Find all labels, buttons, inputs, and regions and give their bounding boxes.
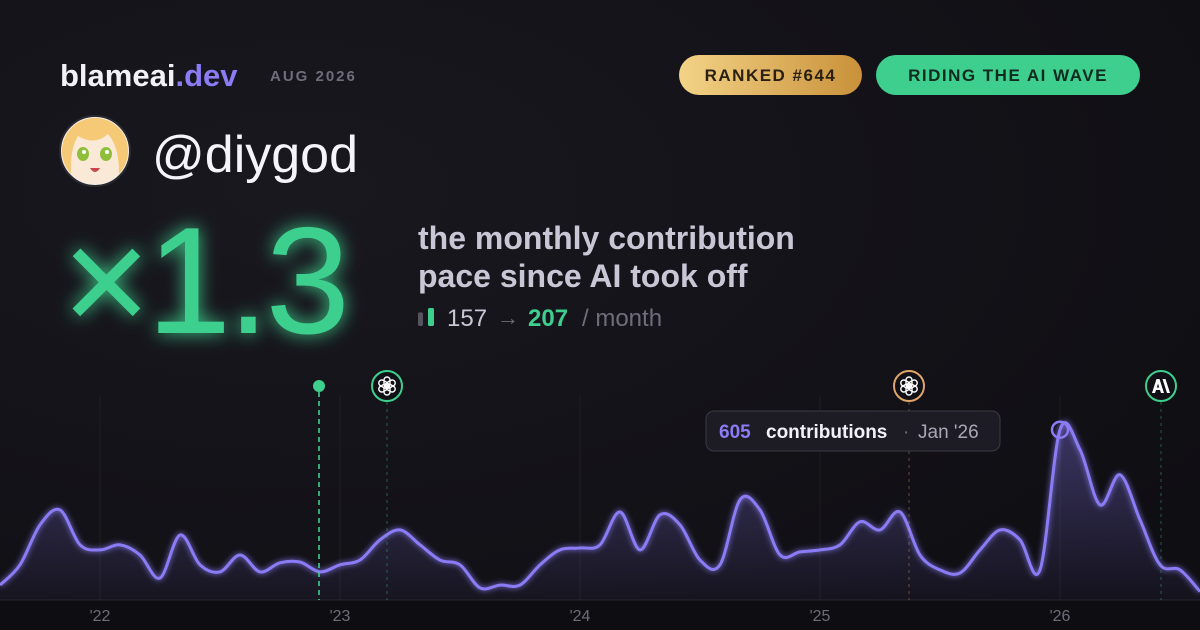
tooltip-separator: · bbox=[903, 422, 909, 443]
x-tick-label: '25 bbox=[810, 608, 831, 625]
chart: '22 '23 '24 '25 '26 605 contributions · Jan '26 bbox=[0, 370, 1200, 630]
logo-petal bbox=[900, 379, 911, 389]
event-dot bbox=[313, 380, 325, 392]
pace-bars bbox=[418, 308, 434, 326]
handle: @diygod bbox=[152, 126, 358, 184]
multiplier: ×1.3 bbox=[62, 196, 346, 366]
tooltip-value: 605 bbox=[719, 422, 751, 443]
pace-after: 207 bbox=[528, 305, 568, 332]
description-line: the monthly contribution bbox=[418, 220, 795, 256]
pace-unit: / month bbox=[582, 305, 662, 332]
anthropic-logo bbox=[1152, 379, 1170, 393]
tooltip-date: Jan '26 bbox=[918, 422, 979, 443]
x-tick-label: '22 bbox=[90, 608, 111, 625]
highlight-point bbox=[1050, 420, 1070, 439]
description-line: pace since AI took off bbox=[418, 258, 748, 294]
tooltip bbox=[705, 410, 1001, 452]
line bbox=[0, 421, 1200, 593]
pace-bar-before bbox=[418, 312, 423, 326]
badge-wave-text: RIDING THE AI WAVE bbox=[908, 66, 1108, 85]
badge-wave bbox=[876, 55, 1140, 95]
avatar bbox=[59, 115, 131, 187]
period: AUG 2026 bbox=[270, 68, 357, 85]
area bbox=[0, 422, 1200, 600]
badge-rank-text: RANKED #644 bbox=[705, 66, 837, 85]
x-tick-label: '24 bbox=[570, 608, 591, 625]
event-icon bbox=[371, 370, 403, 402]
brand: blameai.dev bbox=[60, 58, 238, 93]
badge-rank bbox=[679, 55, 862, 95]
openai-logo bbox=[378, 376, 396, 396]
tooltip-unit: contributions bbox=[766, 422, 887, 443]
brand-name: blameai bbox=[60, 58, 175, 93]
pace-arrow: → bbox=[497, 305, 519, 330]
openai-logo bbox=[900, 376, 918, 396]
event-icon bbox=[893, 370, 925, 402]
pace-bar-after bbox=[428, 308, 434, 326]
pace-before: 157 bbox=[447, 305, 487, 332]
brand-suffix: .dev bbox=[175, 58, 238, 93]
x-tick-label: '23 bbox=[330, 608, 351, 625]
logo-petal bbox=[378, 379, 389, 389]
x-tick-label: '26 bbox=[1050, 608, 1071, 625]
axis-band bbox=[0, 600, 1200, 630]
